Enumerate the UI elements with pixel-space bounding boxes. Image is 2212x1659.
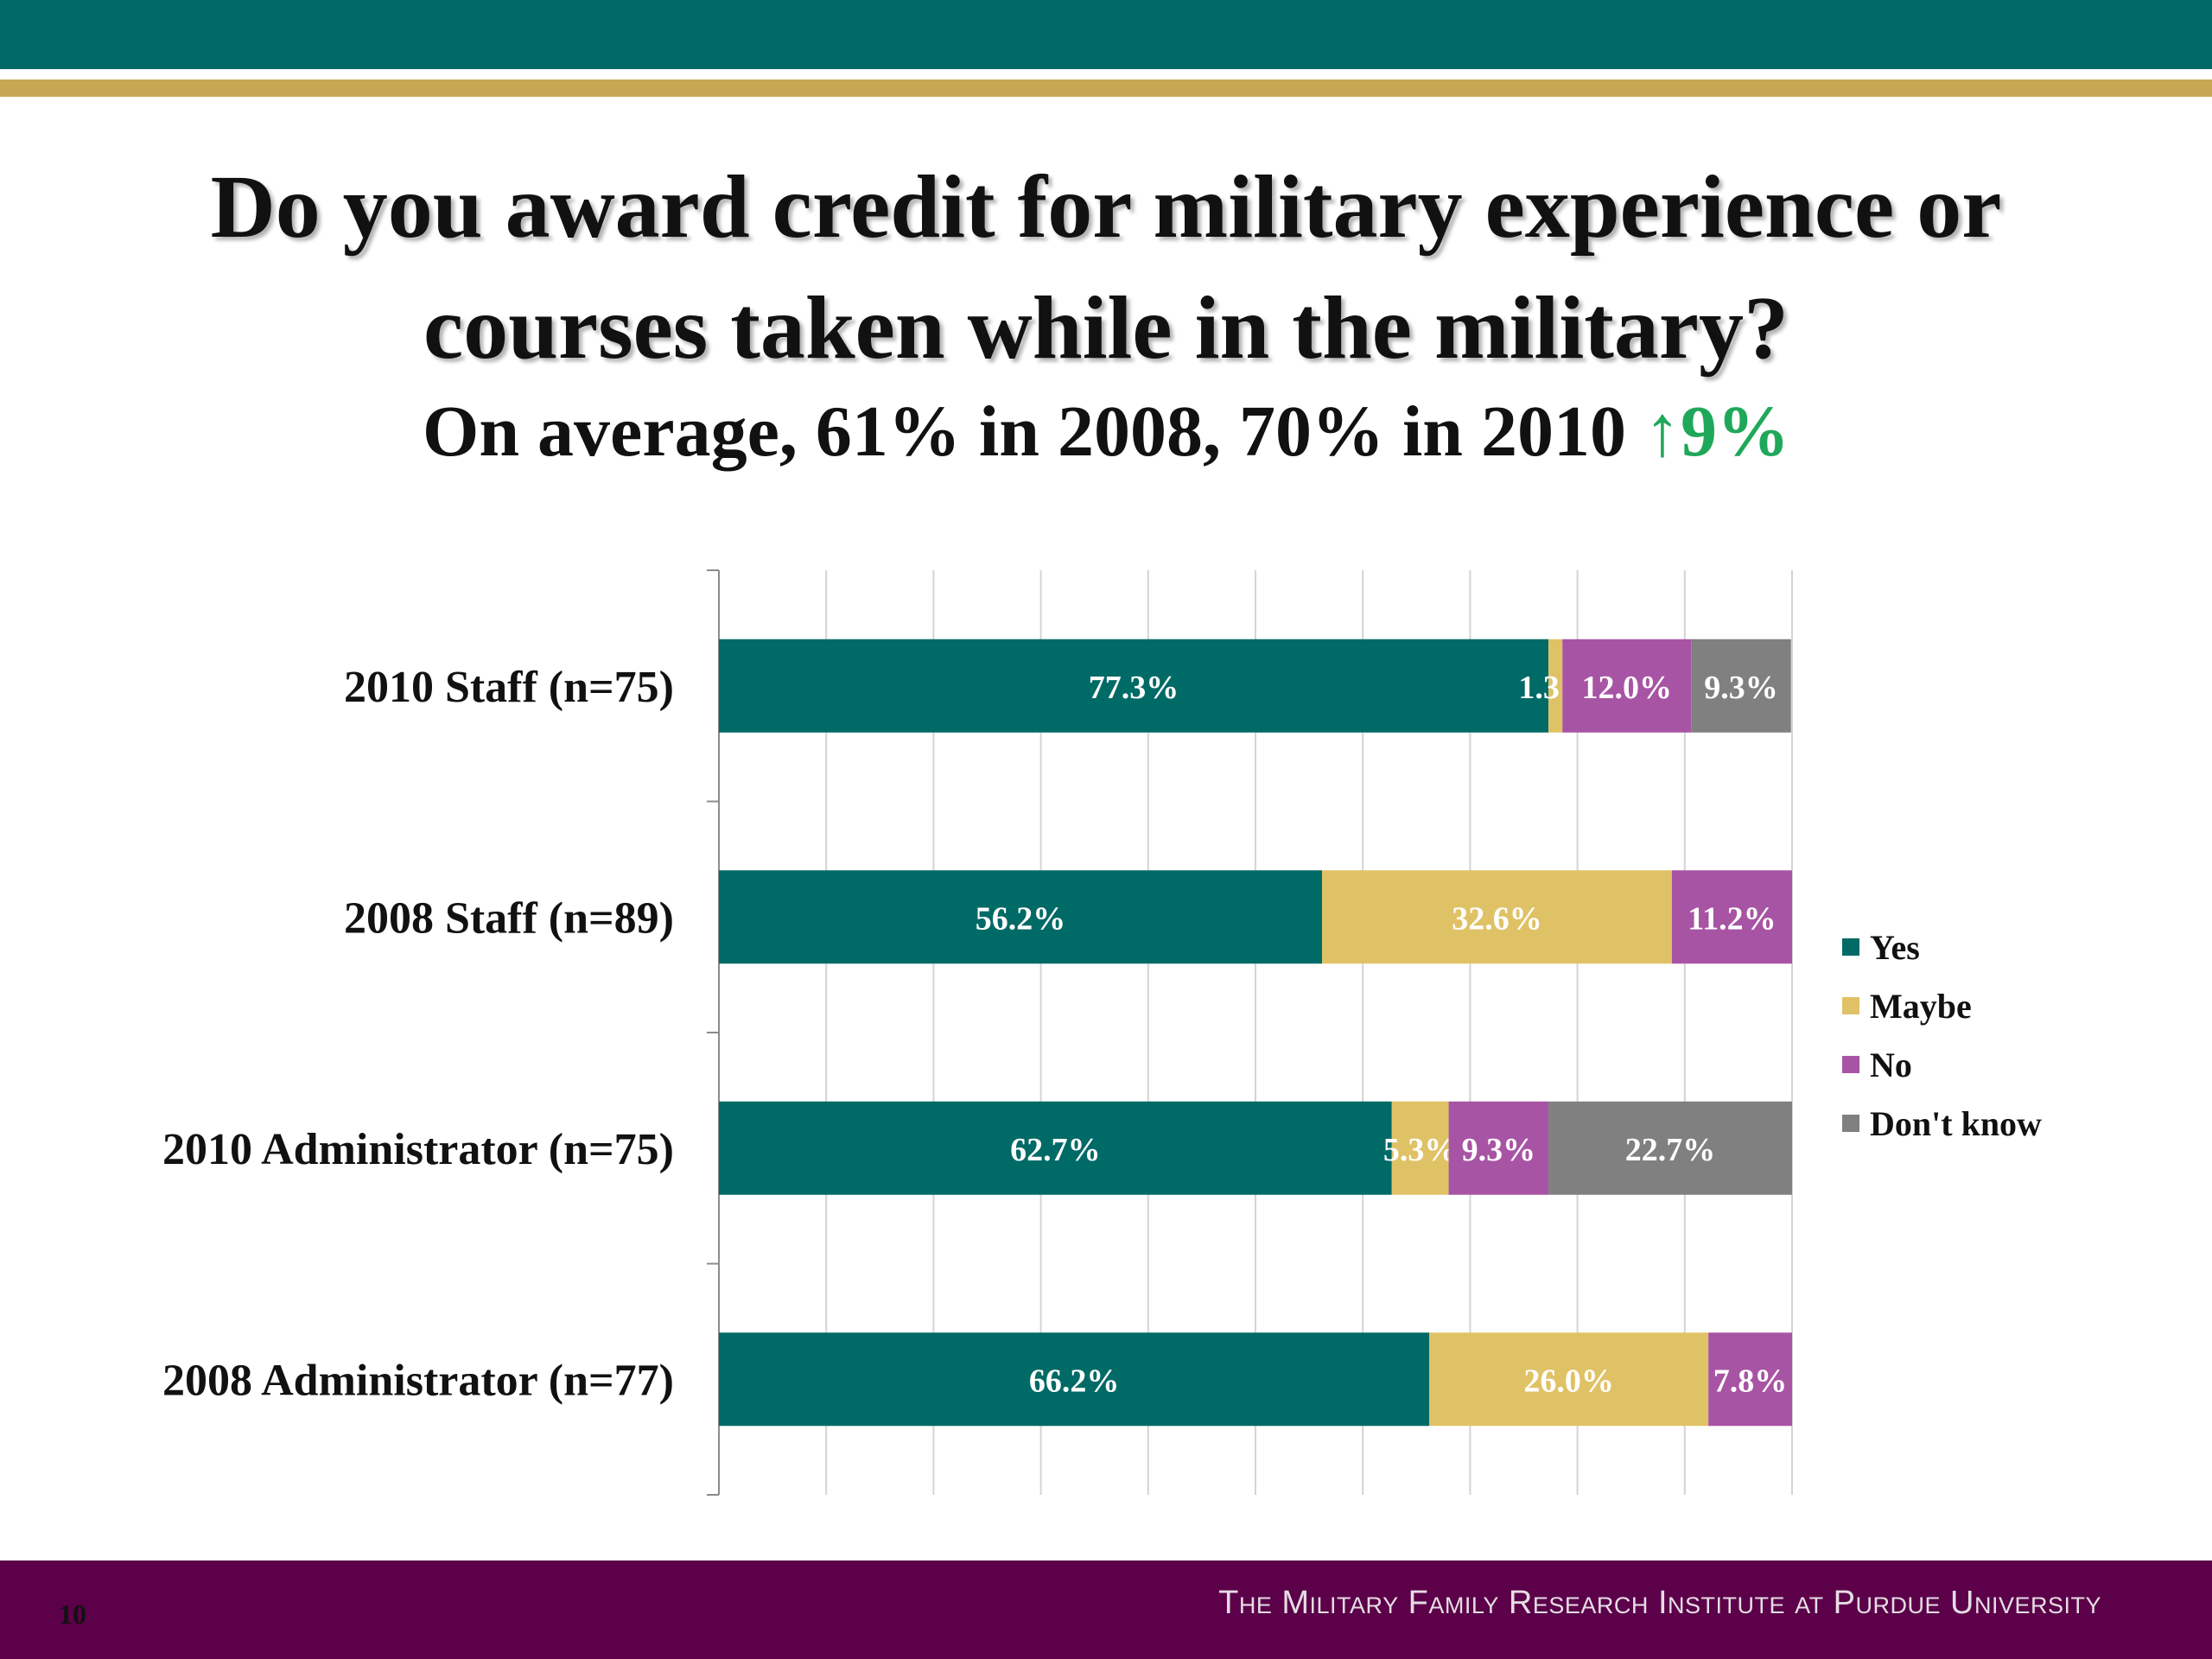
- legend-item: Maybe: [1842, 976, 2042, 1035]
- bar-segment: [1322, 870, 1672, 964]
- data-label: 26.0%: [1523, 1363, 1614, 1399]
- top-band-gap: [0, 69, 2212, 79]
- legend-label: Yes: [1870, 927, 1920, 967]
- bar-segment: [1691, 639, 1791, 733]
- bar-segment: [719, 1101, 1392, 1195]
- title-line-2: courses taken while in the military?: [423, 278, 1789, 378]
- category-label: 2008 Staff (n=89): [344, 893, 674, 943]
- legend-swatch: [1842, 938, 1859, 956]
- data-label: 77.3%: [1089, 670, 1179, 706]
- chart-legend: Yes Maybe No Don't know: [1842, 918, 2042, 1153]
- footer-band: [0, 1560, 2212, 1659]
- legend-swatch: [1842, 997, 1859, 1014]
- top-gold-band: [0, 79, 2212, 97]
- legend-swatch: [1842, 1056, 1859, 1073]
- bar-segment: [719, 1332, 1430, 1427]
- data-label: 12.0%: [1581, 670, 1672, 706]
- page-number: 10: [59, 1599, 86, 1630]
- data-label: 22.7%: [1625, 1132, 1716, 1168]
- category-label: 2008 Administrator (n=77): [162, 1356, 674, 1405]
- data-label: 5.3%: [1383, 1132, 1458, 1168]
- bar-segment: [719, 870, 1323, 964]
- data-label: 9.3%: [1704, 670, 1778, 706]
- subtitle-text: On average, 61% in 2008, 70% in 2010: [422, 391, 1644, 472]
- top-teal-band: [0, 0, 2212, 69]
- slide-title: Do you award credit for military experie…: [0, 147, 2212, 389]
- data-label: 7.8%: [1713, 1363, 1788, 1399]
- bar-segment: [1562, 639, 1692, 733]
- bar-segment: [1548, 639, 1563, 733]
- bar-segment: [1671, 870, 1792, 964]
- category-label: 2010 Administrator (n=75): [162, 1125, 674, 1174]
- subtitle-increase: ↑9%: [1644, 391, 1789, 472]
- title-line-1: Do you award credit for military experie…: [210, 157, 2002, 257]
- data-label: 9.3%: [1462, 1132, 1536, 1168]
- category-label: 2010 Staff (n=75): [344, 663, 674, 712]
- stacked-bar-chart: 2010 Staff (n=75) 77.3% 1.3%12.0% 9.3%2008 …: [162, 569, 1793, 1496]
- bar-segment: [1429, 1332, 1709, 1427]
- data-label: 11.2%: [1688, 900, 1776, 937]
- legend-label: Don't know: [1870, 1103, 2042, 1143]
- data-label: 32.6%: [1452, 900, 1542, 937]
- legend-item: Yes: [1842, 918, 2042, 976]
- data-label: 62.7%: [1010, 1132, 1101, 1168]
- bar-segment: [1391, 1101, 1449, 1195]
- legend-label: No: [1870, 1045, 1912, 1084]
- legend-item: Don't know: [1842, 1094, 2042, 1153]
- bar-segment: [1448, 1101, 1549, 1195]
- legend-item: No: [1842, 1035, 2042, 1094]
- bar-segment: [719, 639, 1549, 733]
- slide-subtitle: On average, 61% in 2008, 70% in 2010 ↑9%: [0, 380, 2212, 484]
- footer-institute-name: The Military Family Research Institute a…: [1218, 1585, 2101, 1621]
- data-label: 56.2%: [976, 900, 1066, 937]
- bar-segment: [1708, 1332, 1792, 1427]
- legend-swatch: [1842, 1115, 1859, 1132]
- bar-segment: [1548, 1101, 1792, 1195]
- legend-label: Maybe: [1870, 986, 1972, 1026]
- data-label: 66.2%: [1029, 1363, 1120, 1399]
